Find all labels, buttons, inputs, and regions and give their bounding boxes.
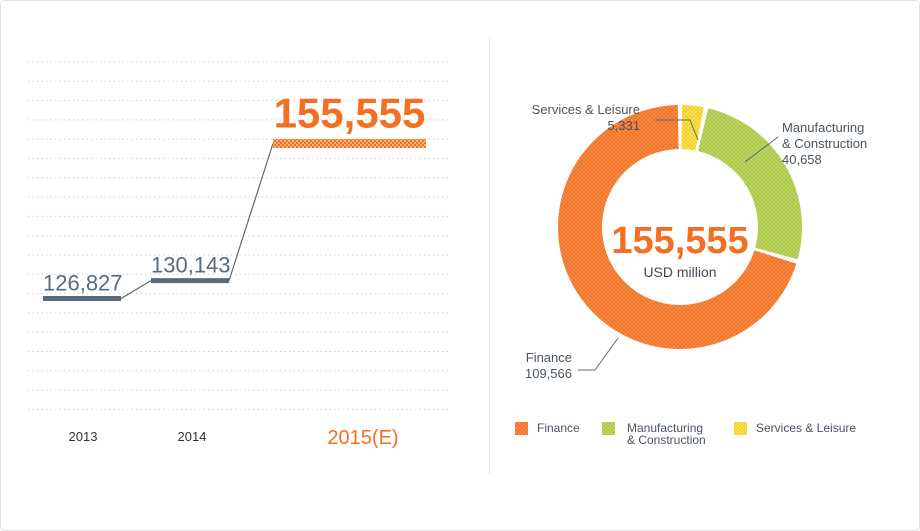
- legend-swatch: [602, 422, 615, 435]
- step-connector: [120, 280, 152, 300]
- value-label: 130,143: [151, 253, 231, 278]
- legend-label: Manufacturing: [627, 421, 703, 435]
- value-label: 126,827: [43, 271, 123, 296]
- legend-label: Finance: [537, 421, 580, 435]
- callout-value: 5,331: [607, 118, 640, 133]
- callout-line: [578, 337, 619, 371]
- x-tick-label: 2013: [69, 429, 98, 444]
- donut-slice-finance: [557, 105, 797, 349]
- callout-line: [655, 119, 699, 141]
- donut-center-unit: USD million: [643, 264, 716, 280]
- callout-label: & Construction: [782, 136, 867, 151]
- step-bar-2015e: [273, 138, 426, 148]
- value-label: 155,555: [274, 89, 426, 136]
- step-connector: [228, 143, 274, 281]
- legend-label: Services & Leisure: [756, 421, 856, 435]
- legend-swatch: [515, 422, 528, 435]
- callout-label: Manufacturing: [782, 120, 864, 135]
- callout-label: Services & Leisure: [532, 102, 640, 117]
- x-tick-label: 2015(E): [327, 427, 398, 449]
- callout-value: 109,566: [525, 366, 572, 381]
- callout-label: Finance: [526, 350, 572, 365]
- legend-label: & Construction: [627, 433, 706, 447]
- donut-slice-manufacturing-construction: [698, 108, 802, 260]
- donut-center-value: 155,555: [611, 220, 748, 262]
- legend-swatch: [734, 422, 747, 435]
- callout-line: [744, 136, 779, 163]
- panel-divider: [489, 36, 490, 474]
- callout-value: 40,658: [782, 152, 822, 167]
- x-tick-label: 2014: [178, 429, 207, 444]
